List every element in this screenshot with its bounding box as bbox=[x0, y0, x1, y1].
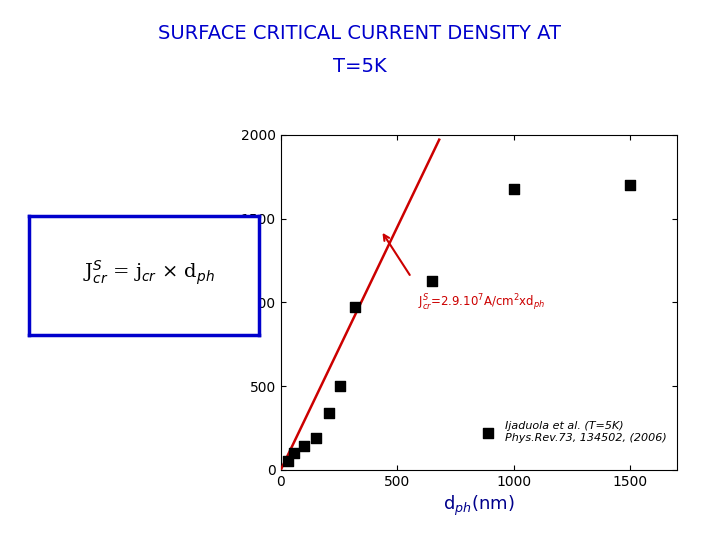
Point bbox=[288, 449, 300, 457]
Point bbox=[334, 382, 346, 390]
Point bbox=[282, 456, 294, 465]
Point bbox=[298, 441, 310, 450]
Point bbox=[323, 409, 334, 417]
Text: J$^S_{cr}$=2.9.10$^7$A/cm$^2$xd$_{ph}$: J$^S_{cr}$=2.9.10$^7$A/cm$^2$xd$_{ph}$ bbox=[418, 292, 546, 313]
Y-axis label: J$^S_{cr}$,A/cm$^2$: J$^S_{cr}$,A/cm$^2$ bbox=[218, 274, 238, 330]
Legend: Ijaduola et al. (T=5K)
Phys.Rev.73, 134502, (2006): Ijaduola et al. (T=5K) Phys.Rev.73, 1345… bbox=[473, 417, 671, 448]
Text: J$^S_{cr}$ = j$_{cr}$ × d$_{ph}$: J$^S_{cr}$ = j$_{cr}$ × d$_{ph}$ bbox=[83, 259, 215, 287]
Point bbox=[310, 434, 322, 442]
Point bbox=[624, 181, 636, 190]
X-axis label: d$_{ph}$(nm): d$_{ph}$(nm) bbox=[443, 494, 515, 518]
Point bbox=[508, 184, 520, 193]
Point bbox=[426, 276, 438, 285]
Point bbox=[350, 303, 361, 312]
Text: T=5K: T=5K bbox=[333, 57, 387, 76]
Text: SURFACE CRITICAL CURRENT DENSITY AT: SURFACE CRITICAL CURRENT DENSITY AT bbox=[158, 24, 562, 43]
